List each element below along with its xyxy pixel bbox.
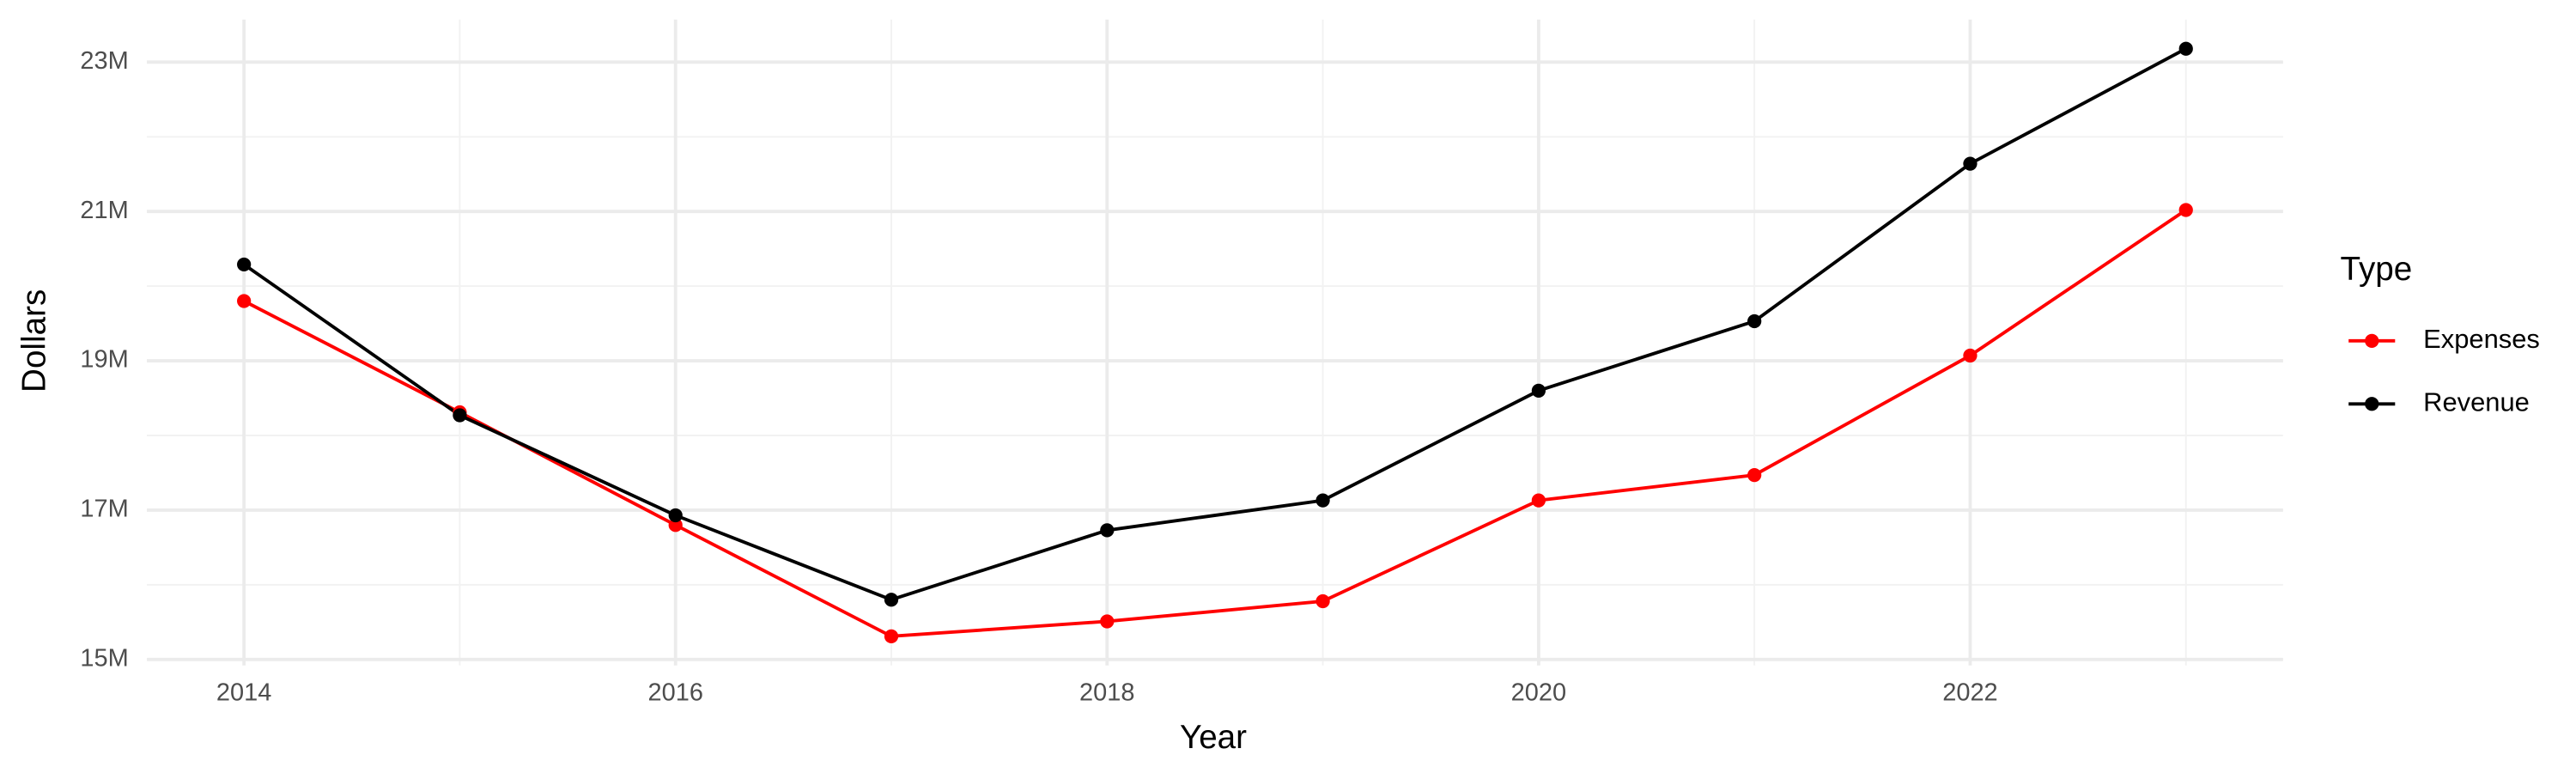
data-point bbox=[668, 508, 683, 523]
x-tick-label: 2022 bbox=[1942, 679, 1997, 706]
legend-title: Type bbox=[2341, 251, 2413, 288]
x-tick-label: 2020 bbox=[1511, 679, 1566, 706]
plot-area bbox=[237, 41, 2193, 643]
y-tick-label: 17M bbox=[80, 496, 128, 523]
y-tick-label: 19M bbox=[80, 346, 128, 374]
data-point bbox=[884, 629, 899, 643]
series-line bbox=[243, 47, 2187, 602]
y-tick-label: 21M bbox=[80, 197, 128, 224]
data-point bbox=[884, 593, 899, 607]
x-tick-label: 2014 bbox=[216, 679, 271, 706]
y-tick-label: 23M bbox=[80, 47, 128, 75]
data-point bbox=[1315, 593, 1330, 609]
data-point bbox=[1747, 467, 1762, 483]
x-tick-label: 2016 bbox=[647, 679, 702, 706]
y-axis-title: Dollars bbox=[16, 289, 53, 393]
grid bbox=[147, 19, 2283, 666]
data-point bbox=[2178, 41, 2193, 56]
data-point bbox=[668, 518, 683, 533]
legend-key-point bbox=[2365, 333, 2379, 348]
x-tick-label: 2018 bbox=[1079, 679, 1134, 706]
data-point bbox=[1531, 383, 1546, 398]
series-line bbox=[243, 208, 2187, 638]
y-tick-label: 15M bbox=[80, 644, 128, 672]
data-point bbox=[1100, 523, 1115, 538]
data-point bbox=[1315, 493, 1330, 508]
legend-label: Revenue bbox=[2423, 386, 2530, 417]
data-point bbox=[1747, 313, 1762, 329]
legend-label: Expenses bbox=[2423, 324, 2540, 354]
legend-key-point bbox=[2365, 397, 2379, 411]
data-point bbox=[237, 294, 252, 308]
data-point bbox=[237, 257, 252, 272]
x-axis-title: Year bbox=[1180, 719, 1247, 756]
data-point bbox=[1100, 614, 1115, 629]
data-point bbox=[1963, 156, 1978, 171]
data-point bbox=[1531, 493, 1546, 508]
data-point bbox=[453, 408, 467, 423]
data-point bbox=[1963, 348, 1978, 363]
data-point bbox=[2178, 203, 2193, 217]
